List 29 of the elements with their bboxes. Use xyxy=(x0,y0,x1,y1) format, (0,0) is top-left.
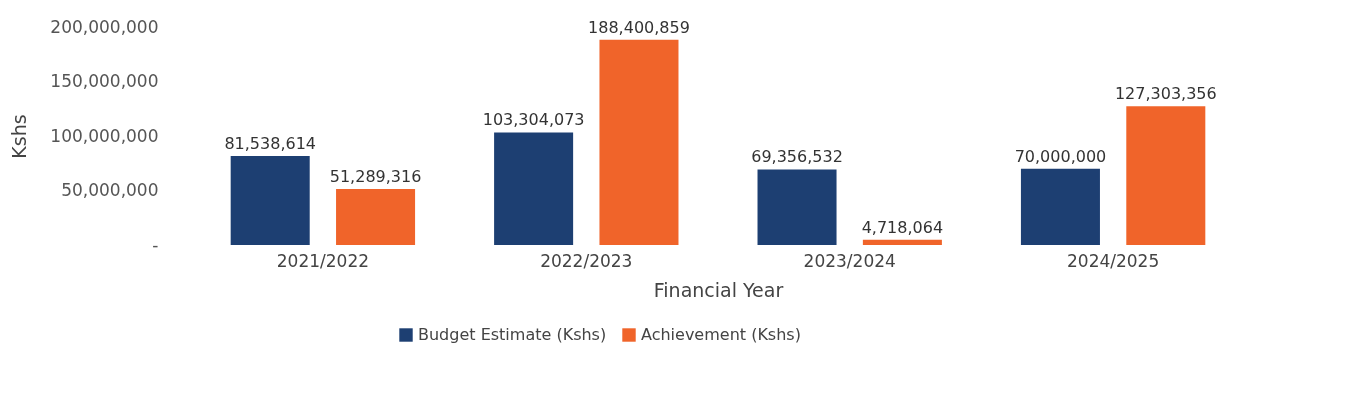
y-tick-label: 50,000,000 xyxy=(61,180,159,200)
x-tick-label: 2021/2022 xyxy=(276,250,370,271)
bar xyxy=(757,169,837,245)
bar xyxy=(494,132,574,245)
bar xyxy=(599,39,679,245)
y-tick-label: 100,000,000 xyxy=(50,125,159,146)
data-label: 51,289,316 xyxy=(329,167,422,187)
bar xyxy=(1126,106,1206,245)
x-tick-label: 2022/2023 xyxy=(540,250,633,271)
bar xyxy=(862,239,942,245)
y-tick-label: 200,000,000 xyxy=(50,16,159,37)
y-axis-title: Kshs xyxy=(8,114,31,159)
data-label: 188,400,859 xyxy=(588,17,690,37)
legend-label: Achievement (Kshs) xyxy=(641,325,801,344)
data-label: 69,356,532 xyxy=(751,147,843,167)
bar xyxy=(1020,168,1100,245)
x-tick-label: 2023/2024 xyxy=(803,250,896,271)
data-label: 103,304,073 xyxy=(482,110,585,130)
data-label: 127,303,356 xyxy=(1114,84,1217,104)
x-axis-title: Financial Year xyxy=(653,278,784,301)
bar xyxy=(230,156,310,245)
x-tick-label: 2024/2025 xyxy=(1066,250,1160,271)
bar xyxy=(336,189,416,245)
y-tick-label: - xyxy=(152,234,159,255)
data-label: 81,538,614 xyxy=(224,134,316,154)
legend-label: Budget Estimate (Kshs) xyxy=(418,325,607,344)
data-label: 4,718,064 xyxy=(861,217,944,237)
y-tick-label: 150,000,000 xyxy=(50,71,159,91)
data-label: 70,000,000 xyxy=(1014,146,1107,166)
